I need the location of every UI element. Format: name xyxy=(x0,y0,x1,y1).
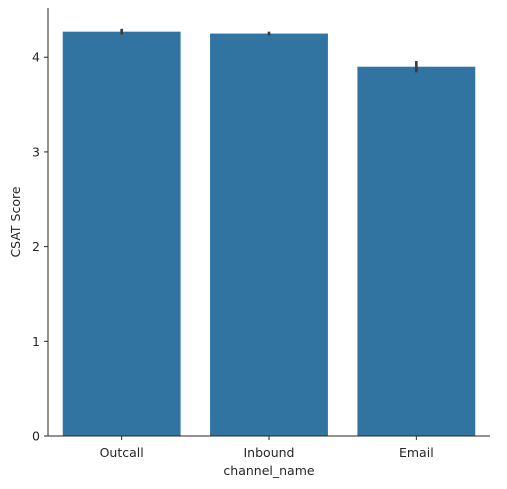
x-tick-label-inbound: Inbound xyxy=(244,445,295,460)
y-tick-label: 4 xyxy=(32,50,40,65)
y-axis-label: CSAT Score xyxy=(8,186,23,257)
y-tick-label: 2 xyxy=(32,239,40,254)
bar-outcall xyxy=(62,31,181,436)
error-bars-layer xyxy=(120,28,418,73)
y-tick-label: 0 xyxy=(32,429,40,444)
y-tick-label: 3 xyxy=(32,144,40,159)
y-tick-label: 1 xyxy=(32,334,40,349)
x-tick-label-email: Email xyxy=(399,445,434,460)
x-axis-label: channel_name xyxy=(223,463,314,478)
ticks-layer: Outcall Inbound Email 0 1 2 3 4 xyxy=(32,50,434,460)
x-tick-label-outcall: Outcall xyxy=(100,445,144,460)
bars-layer xyxy=(62,31,476,437)
bar-inbound xyxy=(210,33,328,436)
bar-email xyxy=(357,66,476,437)
